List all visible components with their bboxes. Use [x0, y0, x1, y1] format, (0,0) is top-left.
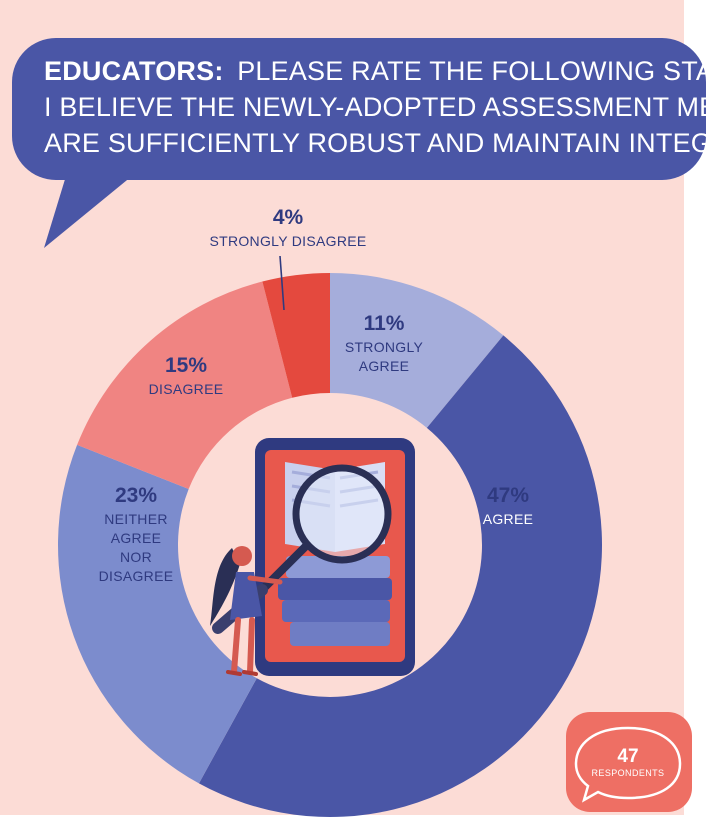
- category-label-neither: AGREE: [111, 530, 162, 546]
- donut-chart: 11% STRONGLY AGREE 47% AGREE 23% NEITHER AGREE N…: [58, 206, 603, 818]
- value-label-strongly-disagree: 4%: [273, 206, 304, 229]
- respondents-count: 47: [617, 746, 638, 767]
- books-stack-icon: [278, 556, 392, 646]
- category-label-strongly-disagree: STRONGLY DISAGREE: [209, 233, 366, 249]
- bubble-title-line-2: I BELIEVE THE NEWLY-ADOPTED ASSESSMENT M…: [44, 92, 720, 122]
- slice-agree: [198, 335, 603, 818]
- value-label-agree: 47%: [487, 484, 529, 507]
- value-label-neither: 23%: [115, 484, 157, 507]
- title-bold-text: EDUCATORS:: [44, 56, 224, 86]
- title-rest-text: PLEASE RATE THE FOLLOWING STATEMENT:: [237, 56, 720, 86]
- category-label-strongly-agree: AGREE: [359, 358, 410, 374]
- category-label-strongly-agree: STRONGLY: [345, 339, 424, 355]
- strongly-disagree-leader: [279, 255, 285, 311]
- bubble-title-line-1: EDUCATORS: PLEASE RATE THE FOLLOWING STA…: [44, 56, 720, 86]
- category-label-agree: AGREE: [483, 511, 534, 527]
- speech-bubble-icon: [574, 726, 682, 803]
- bubble-title-line-3: ARE SUFFICIENTLY ROBUST AND MAINTAIN INT…: [44, 128, 720, 158]
- value-label-strongly-agree: 11%: [364, 312, 405, 335]
- question-bubble: EDUCATORS: PLEASE RATE THE FOLLOWING STA…: [12, 38, 720, 248]
- badge-bg: [566, 712, 692, 812]
- illustration: [210, 438, 415, 676]
- category-label-neither: NEITHER: [104, 511, 168, 527]
- slice-neither: [58, 444, 257, 784]
- slice-strongly-disagree: [262, 273, 330, 398]
- respondents-badge: 47 RESPONDENTS: [566, 712, 692, 812]
- category-label-disagree: DISAGREE: [149, 381, 224, 397]
- category-label-neither: DISAGREE: [99, 568, 174, 584]
- value-label-disagree: 15%: [165, 354, 207, 377]
- slice-strongly-agree: [330, 273, 504, 428]
- person-illustration: [210, 546, 283, 676]
- category-label-neither: NOR: [120, 549, 152, 565]
- slice-disagree: [77, 281, 293, 490]
- bubble-tail: [44, 176, 132, 248]
- respondents-label: RESPONDENTS: [592, 768, 665, 778]
- bubble-body: [12, 38, 706, 180]
